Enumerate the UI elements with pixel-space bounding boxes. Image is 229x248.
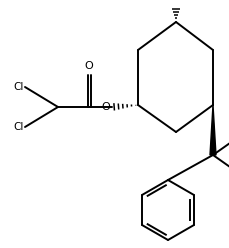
Polygon shape [209,105,215,155]
Text: O: O [84,61,93,71]
Text: Cl: Cl [14,82,24,92]
Text: Cl: Cl [14,122,24,132]
Text: O: O [101,102,109,112]
